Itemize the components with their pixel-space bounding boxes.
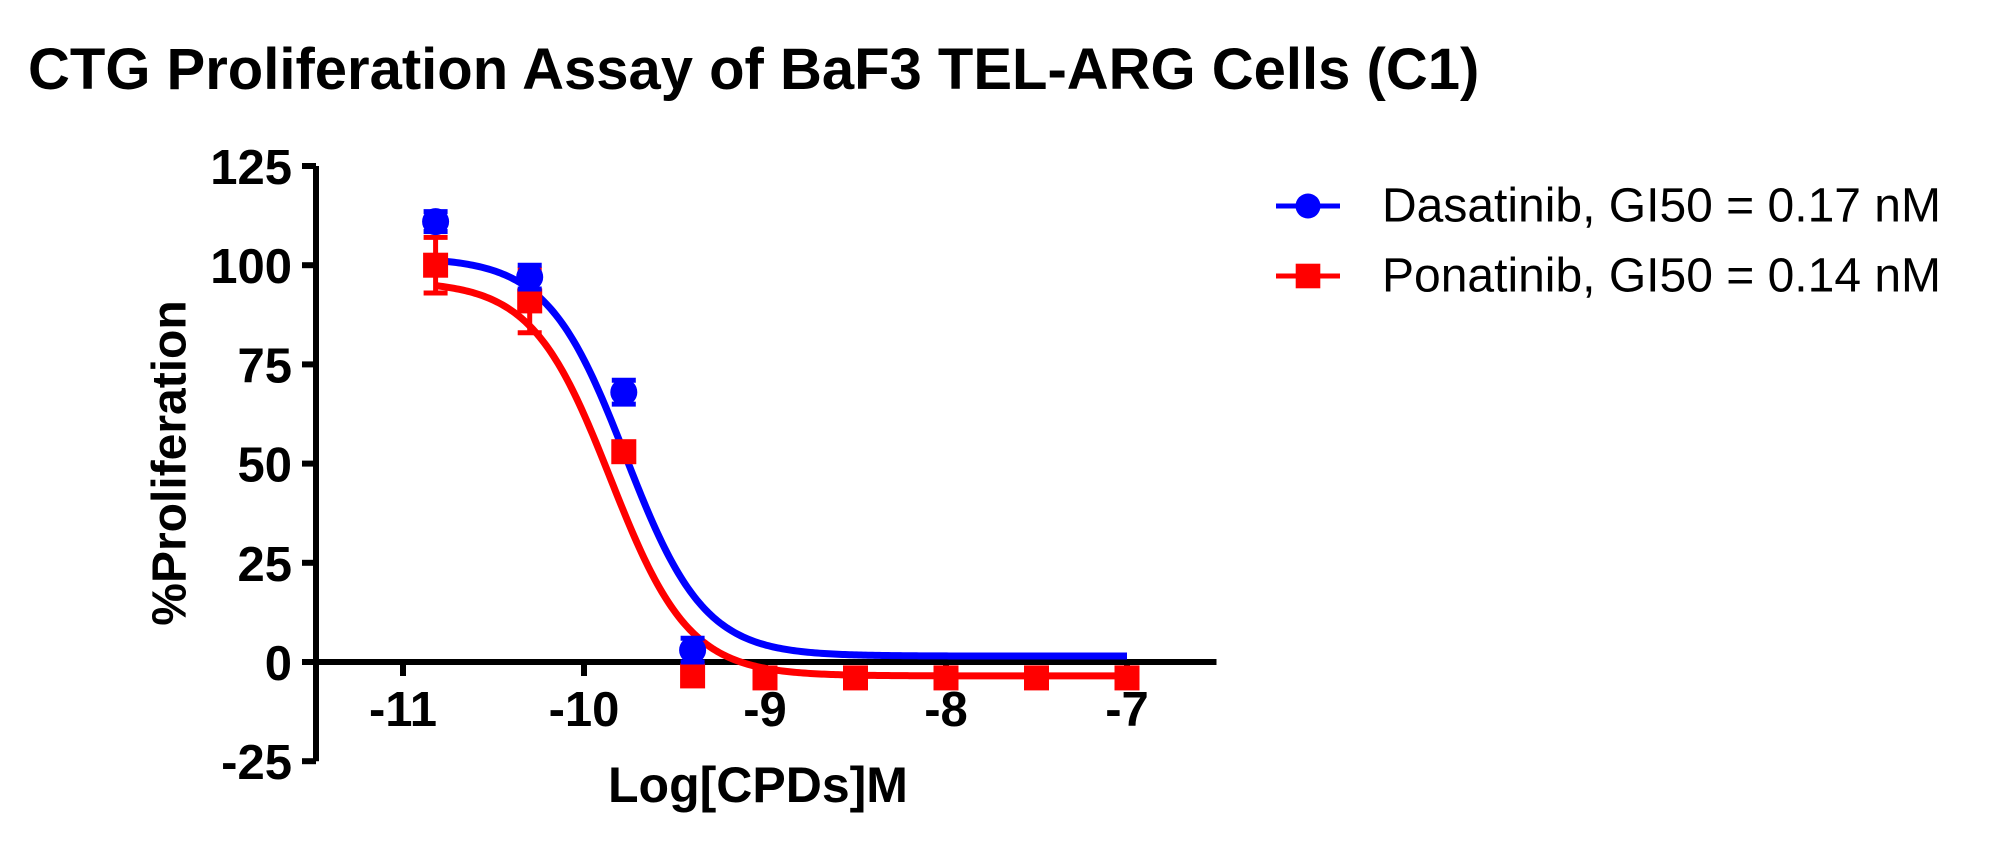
svg-text:0: 0: [265, 637, 292, 691]
svg-text:-11: -11: [369, 683, 437, 737]
svg-text:125: 125: [210, 141, 292, 195]
svg-text:100: 100: [210, 240, 292, 294]
svg-text:50: 50: [237, 439, 292, 493]
svg-text:-10: -10: [549, 683, 620, 737]
svg-text:Ponatinib, GI50 = 0.14 nM: Ponatinib, GI50 = 0.14 nM: [1382, 250, 1941, 303]
svg-text:25: 25: [237, 538, 292, 592]
svg-text:75: 75: [237, 339, 292, 393]
svg-text:-9: -9: [743, 683, 787, 737]
svg-text:-8: -8: [924, 683, 968, 737]
svg-text:-7: -7: [1105, 683, 1149, 737]
svg-text:-25: -25: [221, 736, 292, 790]
svg-text:Dasatinib, GI50 = 0.17 nM: Dasatinib, GI50 = 0.17 nM: [1382, 180, 1941, 233]
